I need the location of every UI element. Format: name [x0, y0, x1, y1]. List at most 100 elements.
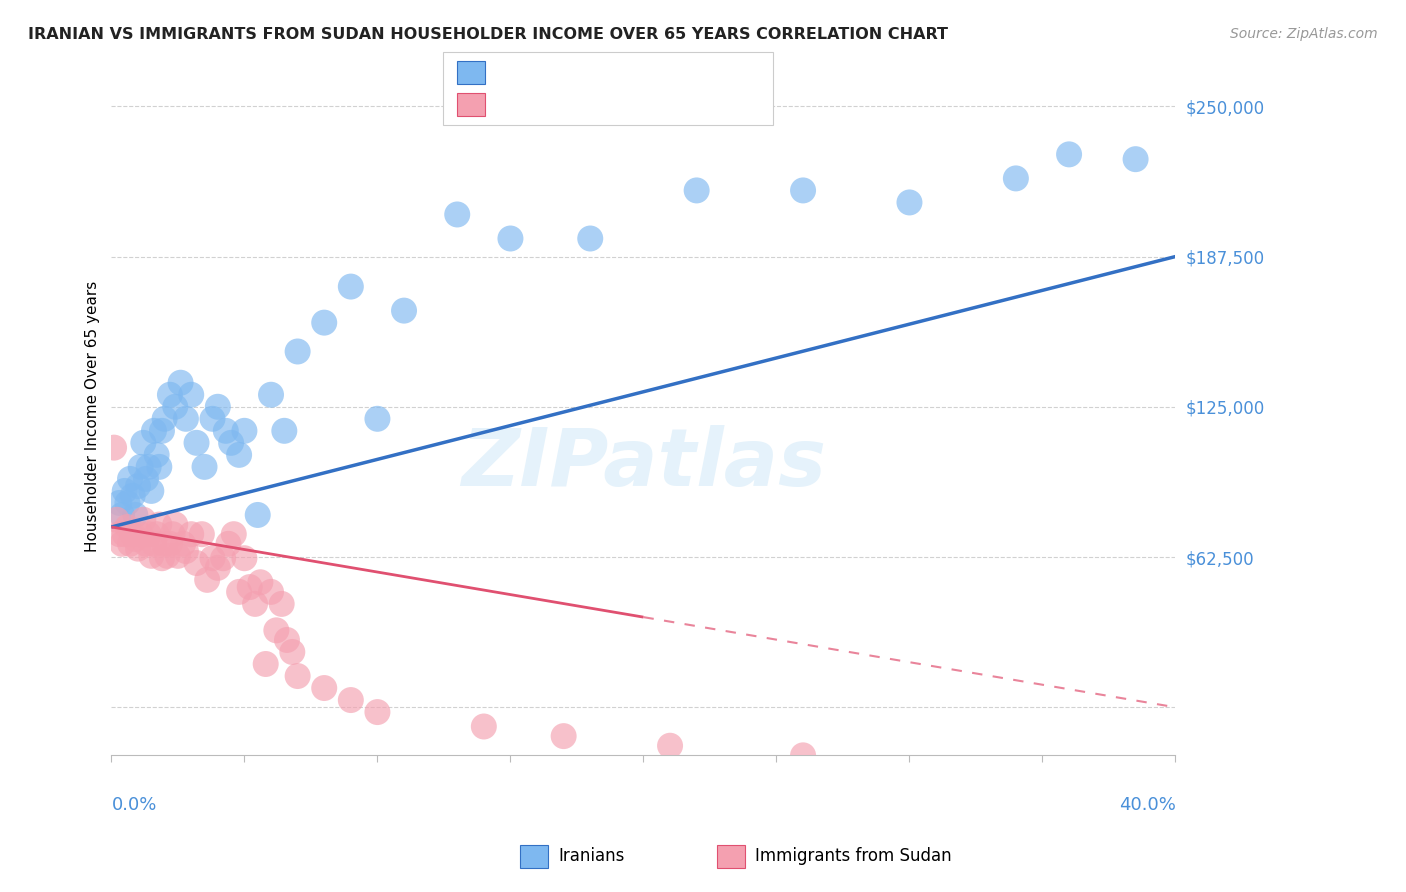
- Text: 40.0%: 40.0%: [1119, 796, 1175, 814]
- Point: [124, 508, 146, 522]
- Point: [266, 624, 288, 638]
- Point: [273, 424, 295, 438]
- Point: [108, 527, 131, 541]
- Point: [108, 496, 131, 510]
- Point: [132, 435, 155, 450]
- Point: [201, 412, 224, 426]
- Point: [143, 537, 166, 551]
- Point: [499, 231, 522, 245]
- Text: Source: ZipAtlas.com: Source: ZipAtlas.com: [1230, 27, 1378, 41]
- Y-axis label: Householder Income Over 65 years: Householder Income Over 65 years: [86, 281, 100, 552]
- Point: [446, 207, 468, 221]
- Point: [141, 549, 163, 563]
- Point: [159, 537, 181, 551]
- Point: [392, 303, 415, 318]
- Point: [127, 479, 149, 493]
- Point: [162, 527, 184, 541]
- Point: [366, 412, 388, 426]
- Point: [239, 580, 262, 594]
- Point: [1125, 152, 1147, 166]
- Text: Immigrants from Sudan: Immigrants from Sudan: [755, 847, 952, 865]
- Point: [117, 496, 139, 510]
- Point: [165, 400, 187, 414]
- Text: -0.277: -0.277: [540, 95, 599, 113]
- Point: [685, 183, 707, 197]
- Text: 0.466: 0.466: [540, 63, 598, 81]
- Point: [153, 412, 176, 426]
- Text: 0.0%: 0.0%: [111, 796, 157, 814]
- Point: [233, 424, 256, 438]
- Point: [340, 279, 363, 293]
- Point: [103, 441, 125, 455]
- Point: [127, 541, 149, 556]
- Point: [150, 424, 173, 438]
- Point: [159, 388, 181, 402]
- Point: [118, 472, 141, 486]
- Point: [145, 527, 167, 541]
- Point: [105, 513, 128, 527]
- Point: [553, 729, 575, 743]
- Point: [186, 556, 208, 570]
- Text: R =: R =: [495, 95, 531, 113]
- Point: [153, 537, 176, 551]
- Point: [281, 645, 304, 659]
- Point: [143, 424, 166, 438]
- Point: [165, 517, 187, 532]
- Point: [111, 508, 134, 522]
- Point: [228, 585, 250, 599]
- Point: [148, 517, 170, 532]
- Point: [340, 693, 363, 707]
- Point: [243, 597, 266, 611]
- Point: [121, 527, 143, 541]
- Point: [156, 549, 179, 563]
- Point: [129, 459, 152, 474]
- Point: [138, 459, 160, 474]
- Point: [207, 400, 229, 414]
- Point: [792, 748, 814, 763]
- Point: [195, 573, 218, 587]
- Text: N =: N =: [607, 95, 655, 113]
- Point: [254, 657, 277, 671]
- Point: [145, 448, 167, 462]
- Point: [124, 532, 146, 546]
- Point: [135, 537, 157, 551]
- Point: [129, 527, 152, 541]
- Point: [118, 537, 141, 551]
- Point: [314, 681, 336, 695]
- Point: [246, 508, 269, 522]
- Point: [138, 527, 160, 541]
- Text: N =: N =: [607, 63, 655, 81]
- Text: 48: 48: [661, 63, 683, 81]
- Point: [186, 435, 208, 450]
- Point: [366, 705, 388, 719]
- Text: IRANIAN VS IMMIGRANTS FROM SUDAN HOUSEHOLDER INCOME OVER 65 YEARS CORRELATION CH: IRANIAN VS IMMIGRANTS FROM SUDAN HOUSEHO…: [28, 27, 948, 42]
- Point: [169, 376, 191, 390]
- Point: [135, 472, 157, 486]
- Point: [174, 412, 197, 426]
- Point: [228, 448, 250, 462]
- Point: [114, 527, 136, 541]
- Text: ZIPatlas: ZIPatlas: [461, 425, 825, 503]
- Point: [141, 483, 163, 498]
- Point: [217, 537, 239, 551]
- Point: [287, 669, 309, 683]
- Point: [111, 537, 134, 551]
- Point: [212, 551, 235, 566]
- Point: [215, 424, 238, 438]
- Point: [314, 316, 336, 330]
- Text: 55: 55: [661, 95, 683, 113]
- Point: [792, 183, 814, 197]
- Point: [180, 527, 202, 541]
- Point: [249, 575, 271, 590]
- Point: [150, 551, 173, 566]
- Point: [659, 739, 682, 753]
- Point: [132, 513, 155, 527]
- Point: [1057, 147, 1080, 161]
- Text: R =: R =: [495, 63, 531, 81]
- Point: [260, 585, 283, 599]
- Point: [233, 551, 256, 566]
- Point: [270, 597, 292, 611]
- Point: [180, 388, 202, 402]
- Point: [219, 435, 242, 450]
- Point: [472, 719, 495, 733]
